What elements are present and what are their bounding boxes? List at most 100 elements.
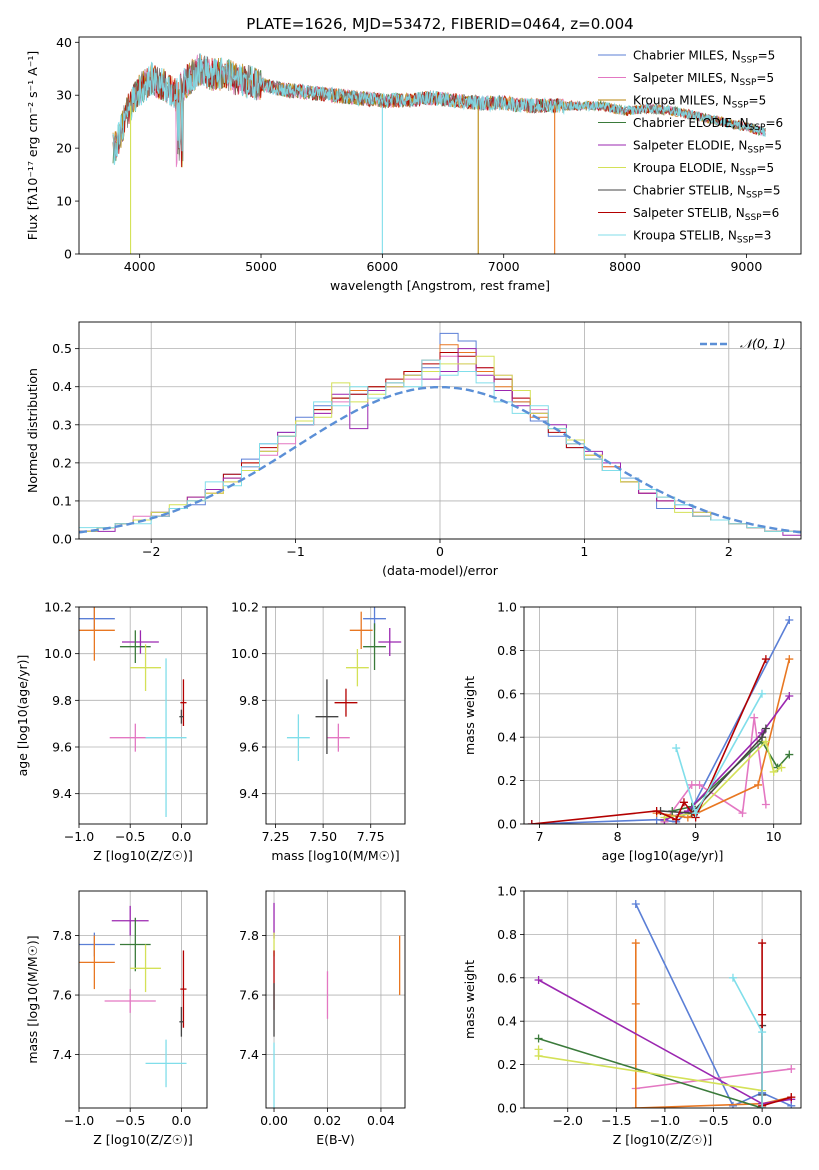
panel-age_vs_mass: 7.25 7.50 7.75 9.4 9.6 9.8 10.0 10.2 mass [log10… — [231, 600, 406, 863]
errorbar-point — [378, 628, 402, 656]
errorbar-point — [130, 944, 161, 993]
x-tick-label: 8 — [614, 829, 622, 844]
x-tick-label: 1 — [580, 544, 588, 559]
x-axis-label: (data-model)/error — [382, 563, 499, 578]
axes-frame-group: 0.00 0.02 0.04 7.4 7.6 7.8 E(B-V) — [239, 890, 406, 1147]
figure-title: PLATE=1626, MJD=53472, FIBERID=0464, z=0… — [246, 15, 633, 33]
mass-weight-marker — [785, 655, 794, 664]
x-tick-label: 9 — [692, 829, 700, 844]
axes-frame-group: 7 8 9 10 0.0 0.2 0.4 0.6 0.8 1.0 age [log10(age/yr… — [462, 600, 802, 863]
y-axis-label: Flux [fλ10⁻¹⁷ erg cm⁻² s⁻¹ A⁻¹] — [25, 51, 40, 240]
x-tick-label: 6000 — [366, 259, 398, 274]
mass-weight-marker — [738, 809, 747, 818]
mass-weight-marker — [534, 975, 543, 984]
x-tick-label: 0.0 — [171, 1113, 191, 1128]
plot-content-spectrum — [112, 53, 766, 254]
axes-frame-group: −2 −1 0 1 2 0.0 0.1 0.2 0.3 0.4 0.5 (data-model)/er… — [25, 321, 802, 578]
errorbar-point — [349, 611, 373, 649]
mass-weight-marker — [631, 1104, 640, 1108]
x-tick-label: 0.00 — [260, 1113, 288, 1128]
legend-label: Chabrier ELODIE, NSSP=6 — [633, 116, 783, 133]
panel-mass_vs_Z: −1.0 −0.5 0.0 7.4 7.6 7.8 Z [log10(Z/Z☉)] mass … — [25, 890, 208, 1147]
y-tick-label: 7.6 — [52, 988, 72, 1003]
x-tick-label: −0.5 — [115, 1113, 145, 1128]
y-tick-label: 0.6 — [497, 970, 517, 985]
mass-weight-marker — [757, 689, 766, 698]
y-tick-label: 0.0 — [497, 1101, 517, 1116]
errorbar-point — [79, 935, 115, 990]
x-tick-label: −0.5 — [698, 1113, 728, 1128]
errorbar-point — [334, 688, 358, 717]
x-tick-label: 0 — [436, 544, 444, 559]
mass-weight-marker — [785, 691, 794, 700]
errorbar-point — [363, 623, 386, 670]
mass-weight-marker — [631, 939, 640, 948]
mass-weight-line — [656, 658, 791, 819]
mass-weight-marker — [534, 1034, 543, 1043]
y-tick-label: 0.3 — [52, 417, 72, 432]
y-tick-label: 9.6 — [239, 740, 259, 755]
mass-weight-line — [635, 1068, 792, 1090]
y-tick-label: 0.0 — [52, 532, 72, 547]
x-tick-label: −1.0 — [64, 829, 94, 844]
legend-label: Chabrier MILES, NSSP=5 — [633, 49, 775, 66]
mass-weight-marker — [754, 780, 763, 789]
legend-label: Kroupa MILES, NSSP=5 — [633, 94, 766, 111]
plot-content-age_vs_Z — [79, 607, 187, 817]
y-tick-label: 9.6 — [52, 740, 72, 755]
x-tick-label: 10 — [766, 829, 782, 844]
errorbar-point — [122, 630, 159, 654]
mass-weight-line — [675, 693, 763, 816]
y-tick-label: 10.2 — [231, 600, 259, 615]
axes-frame-group: −1.0 −0.5 0.0 7.4 7.6 7.8 Z [log10(Z/Z☉)] mass … — [25, 890, 208, 1147]
plot-content-mass_vs_Z — [79, 905, 187, 1088]
errorbar-point — [145, 1039, 187, 1088]
x-tick-label: −2 — [142, 544, 160, 559]
legend-label: Salpeter ELODIE, NSSP=5 — [633, 139, 782, 156]
mass-weight-marker — [761, 724, 770, 733]
mass-weight-marker — [761, 655, 770, 664]
mass-weight-marker — [652, 806, 661, 815]
legend-label: Salpeter STELIB, NSSP=6 — [633, 206, 779, 223]
axes-frame-group: −1.0 −0.5 0.0 9.4 9.6 9.8 10.0 10.2 Z [log10(Z/Z… — [15, 600, 208, 863]
y-tick-label: 0.4 — [52, 379, 72, 394]
mass-weight-line — [635, 903, 792, 1107]
y-tick-label: 0.8 — [497, 927, 517, 942]
mass-weight-marker — [672, 744, 681, 753]
x-axis-label: Z [log10(Z/Z☉)] — [613, 1132, 713, 1147]
mass-weight-marker — [758, 939, 767, 948]
mass-weight-marker — [761, 800, 770, 809]
y-tick-label: 0.8 — [497, 643, 517, 658]
y-tick-label: 7.8 — [239, 928, 259, 943]
spectrum-line — [112, 53, 766, 165]
mass-weight-marker — [679, 798, 688, 807]
y-tick-label: 0.6 — [497, 686, 517, 701]
y-tick-label: 0.2 — [52, 455, 72, 470]
legend-label: 𝒩(0, 1) — [740, 336, 786, 351]
x-axis-label: age [log10(age/yr)] — [602, 848, 724, 863]
mass-weight-marker — [687, 780, 696, 789]
axes-frame — [523, 606, 802, 825]
y-axis-label: age [log10(age/yr)] — [15, 655, 30, 777]
mass-weight-marker — [787, 1093, 796, 1102]
mass-weight-marker — [787, 1064, 796, 1073]
panel-age_vs_Z: −1.0 −0.5 0.0 9.4 9.6 9.8 10.0 10.2 Z [log10(Z/Z… — [15, 600, 208, 863]
x-axis-label: wavelength [Angstrom, rest frame] — [330, 278, 550, 293]
x-tick-label: 8000 — [609, 259, 641, 274]
histogram-step — [79, 359, 801, 532]
errorbar-point — [180, 950, 187, 1028]
y-tick-label: 0.2 — [497, 773, 517, 788]
x-tick-label: −1.5 — [601, 1113, 631, 1128]
x-tick-label: 0.04 — [367, 1113, 395, 1128]
y-tick-label: 7.4 — [239, 1047, 259, 1062]
errorbar-point — [286, 714, 310, 761]
mass-weight-marker — [691, 809, 700, 818]
x-tick-label: 0.0 — [171, 829, 191, 844]
mass-weight-line — [761, 943, 792, 1107]
spectrum-legend: Chabrier MILES, NSSP=5 Salpeter MILES, NS… — [598, 49, 783, 246]
y-tick-label: 10.0 — [231, 646, 259, 661]
x-tick-label: −1.0 — [64, 1113, 94, 1128]
x-axis-label: mass [log10(M/M☉)] — [271, 848, 399, 863]
y-tick-label: 30 — [56, 88, 72, 103]
y-tick-label: 9.4 — [239, 786, 259, 801]
